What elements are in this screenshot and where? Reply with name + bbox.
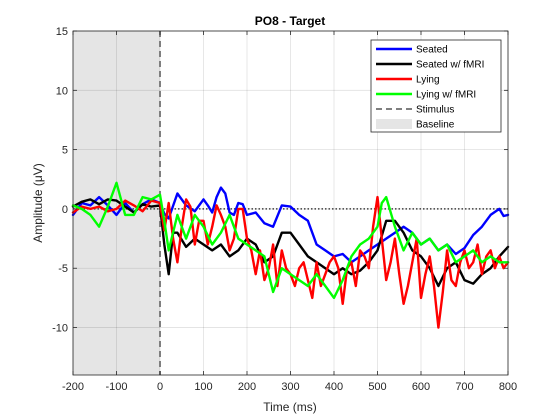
x-tick-label: 400 — [325, 381, 343, 393]
legend-label-baseline: Baseline — [416, 120, 455, 131]
y-tick-label: -5 — [58, 263, 68, 275]
legend-items: Seated Seated w/ fMRI Lying Lying w/ fMRI St… — [376, 45, 484, 131]
x-tick-label: 600 — [412, 381, 430, 393]
x-tick-label: 700 — [455, 381, 473, 393]
x-tick-label: 500 — [368, 381, 386, 393]
legend-label-seated-w-fmri: Seated w/ fMRI — [416, 60, 484, 71]
legend-box — [370, 39, 502, 133]
x-axis-title: Time (ms) — [263, 400, 317, 414]
legend-label-lying: Lying — [416, 75, 440, 86]
x-tick-label: 0 — [157, 381, 163, 393]
y-tick-label: 5 — [62, 145, 68, 157]
legend-label-stimulus: Stimulus — [416, 105, 454, 116]
x-tick-label: -200 — [62, 381, 84, 393]
chart-title: PO8 - Target — [255, 14, 325, 28]
x-tick-label: -100 — [105, 381, 127, 393]
tick-layer: -200 -100 0 100 200 300 400 500 600 700 800 -10 -5 0 5… — [52, 26, 517, 393]
y-tick-label: 15 — [56, 26, 68, 38]
x-tick-label: 200 — [238, 381, 256, 393]
legend: Seated Seated w/ fMRI Lying Lying w/ fMRI St… — [370, 39, 502, 133]
x-tick-label: 300 — [281, 381, 299, 393]
legend-label-lying-w-fmri: Lying w/ fMRI — [416, 90, 476, 101]
legend-swatch-baseline — [376, 119, 412, 129]
grid-layer — [72, 30, 509, 375]
series-layer — [71, 181, 510, 329]
y-tick-label: 10 — [56, 85, 68, 97]
x-tick-label: 800 — [499, 381, 517, 393]
series-line-lying-w-fmri — [71, 181, 510, 300]
y-axis-title: Amplitude (μV) — [31, 163, 45, 243]
y-tick-label: 0 — [62, 204, 68, 216]
y-tick-label: -10 — [52, 323, 68, 335]
x-tick-label: 100 — [194, 381, 212, 393]
legend-label-seated: Seated — [416, 45, 448, 56]
